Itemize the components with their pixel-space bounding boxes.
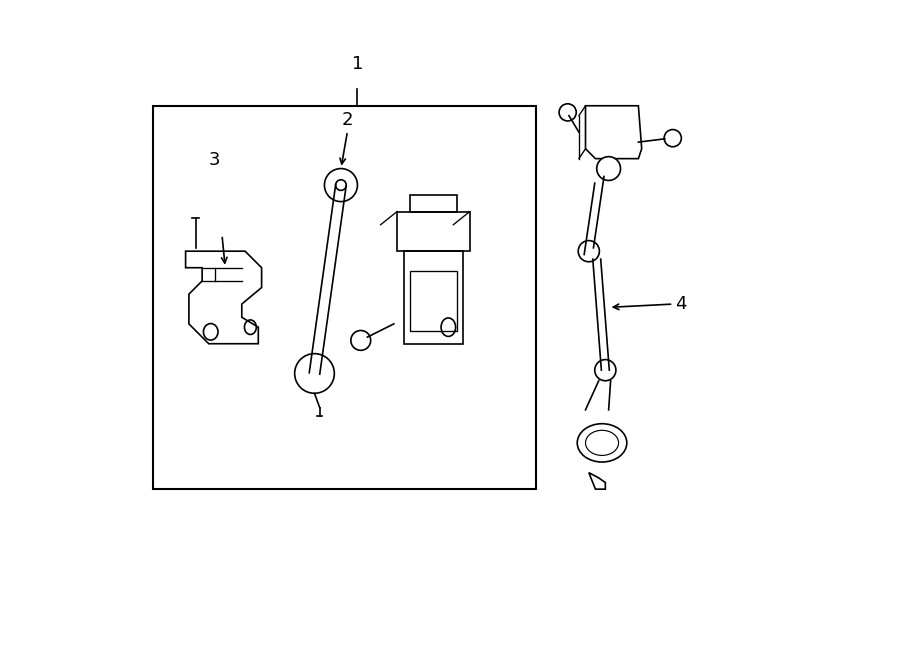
- Text: 2: 2: [342, 111, 354, 129]
- Bar: [404, 251, 464, 344]
- Text: 1: 1: [352, 55, 363, 73]
- Circle shape: [324, 169, 357, 202]
- Circle shape: [351, 330, 371, 350]
- Bar: [153, 106, 536, 489]
- Circle shape: [294, 354, 334, 393]
- Text: 3: 3: [209, 151, 220, 169]
- Circle shape: [578, 241, 599, 262]
- Bar: [397, 212, 470, 251]
- Circle shape: [597, 157, 620, 180]
- Circle shape: [595, 360, 616, 381]
- Bar: [410, 271, 456, 330]
- Bar: [410, 195, 456, 212]
- Text: 4: 4: [675, 295, 686, 313]
